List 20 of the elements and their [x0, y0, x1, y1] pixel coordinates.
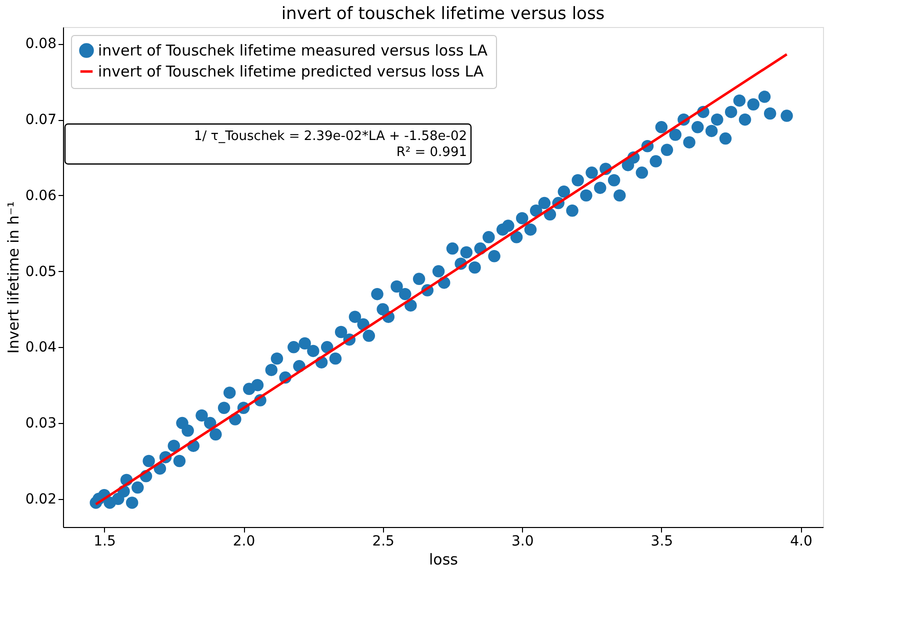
y-tick-label: 0.02 — [25, 491, 56, 508]
x-tick-label: 4.0 — [790, 534, 812, 550]
y-tick-label: 0.07 — [25, 112, 56, 128]
y-tick-label: 0.08 — [25, 36, 56, 52]
chart-title: invert of touschek lifetime versus loss — [281, 4, 605, 24]
legend-label: invert of Touschek lifetime predicted versus loss LA — [98, 62, 484, 80]
x-tick-label: 2.5 — [372, 534, 394, 550]
y-tick-label: 0.03 — [25, 416, 56, 432]
y-tick-label: 0.06 — [25, 188, 57, 204]
legend-label: invert of Touschek lifetime measured versus loss LA — [98, 42, 488, 60]
y-axis-title: Invert lifetime in h⁻¹ — [4, 201, 22, 354]
x-tick-label: 1.5 — [94, 534, 116, 550]
y-tick-label: 0.05 — [25, 264, 56, 280]
x-tick-label: 3.5 — [650, 534, 674, 550]
y-tick-label: 0.04 — [25, 340, 57, 356]
x-tick-label: 2.0 — [232, 534, 256, 550]
annotation: 1/ τ_Touschek = 2.39e-02*LA + -1.58e-02 — [194, 129, 467, 144]
x-tick-label: 3.0 — [511, 534, 534, 550]
x-axis-title: loss — [429, 550, 458, 568]
annotation: R² = 0.991 — [396, 145, 467, 160]
